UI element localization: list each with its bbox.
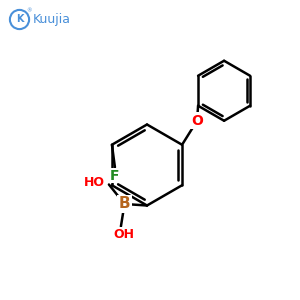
Text: O: O (191, 114, 203, 128)
Text: OH: OH (113, 228, 134, 241)
Text: K: K (16, 14, 23, 25)
Text: F: F (110, 169, 120, 183)
Text: HO: HO (84, 176, 105, 190)
Text: B: B (119, 196, 130, 211)
Text: Kuujia: Kuujia (33, 13, 71, 26)
Text: ®: ® (27, 9, 32, 14)
